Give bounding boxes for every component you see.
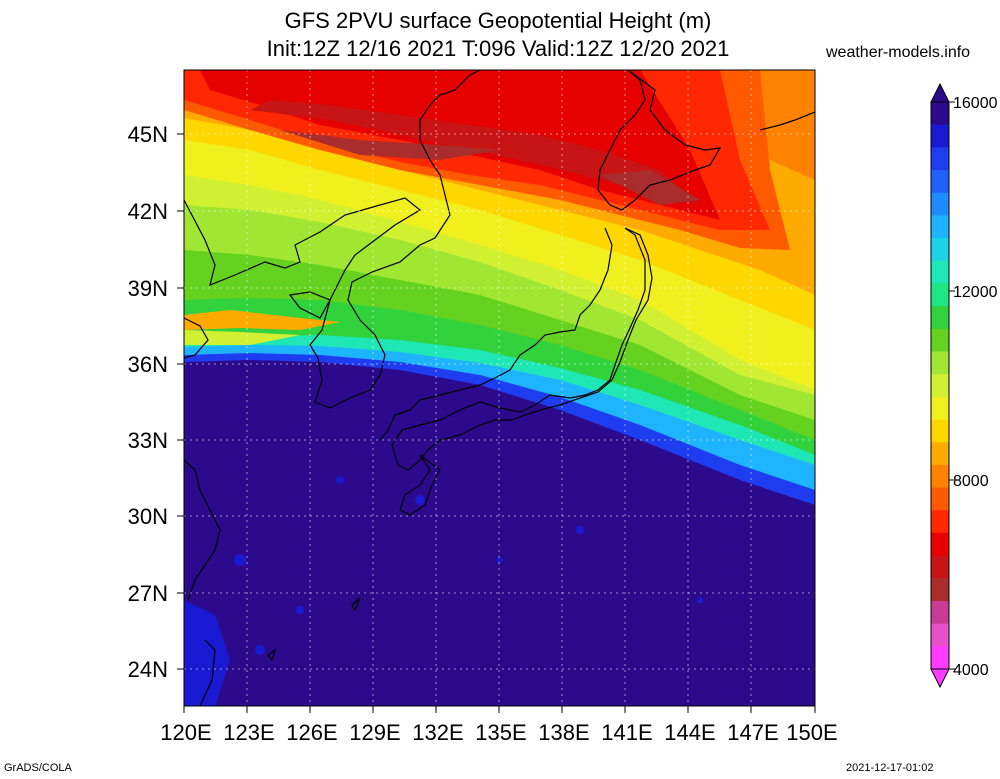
colorbar-segment: [931, 396, 949, 421]
colorbar-segment: [931, 464, 949, 489]
colorbar-top-arrow: [930, 82, 950, 103]
colorbar-segment: [931, 260, 949, 284]
colorbar-frame: [930, 101, 950, 670]
colorbar-segment: [931, 328, 949, 352]
footer-credit: GrADS/COLA: [4, 762, 72, 774]
lon-label: 132E: [412, 720, 463, 745]
lat-label: 24N: [128, 657, 168, 682]
colorbar-segment: [931, 147, 949, 171]
lon-label: 135E: [475, 720, 526, 745]
lon-label: 120E: [160, 720, 211, 745]
lat-label: 39N: [128, 276, 168, 301]
colorbar: 16000 12000 8000 4000: [930, 82, 998, 689]
map-subtitle: Init:12Z 12/16 2021 T:096 Valid:12Z 12/2…: [266, 36, 730, 61]
lon-label: 141E: [601, 720, 652, 745]
colorbar-segment: [931, 600, 949, 625]
colorbar-segment: [931, 192, 949, 216]
colorbar-segment: [931, 623, 949, 647]
colorbar-segment: [931, 170, 949, 194]
colorbar-segment: [931, 510, 949, 534]
lat-label: 30N: [128, 504, 168, 529]
colorbar-segment: [931, 124, 949, 148]
colorbar-segment: [931, 215, 949, 239]
lon-label: 138E: [538, 720, 589, 745]
colorbar-label: 8000: [953, 473, 989, 490]
lon-label: 126E: [286, 720, 337, 745]
height-field: [184, 70, 815, 706]
colorbar-segment: [931, 374, 949, 398]
graticule: [184, 70, 815, 706]
lon-label: 129E: [349, 720, 400, 745]
lat-label: 33N: [128, 428, 168, 453]
colorbar-segment: [931, 419, 949, 443]
colorbar-segment: [931, 283, 949, 307]
colorbar-segment: [931, 555, 949, 579]
colorbar-segment: [931, 442, 949, 466]
colorbar-segment: [931, 487, 949, 511]
site-label: weather-models.info: [826, 44, 971, 61]
coastlines: [184, 70, 815, 706]
lat-label: 36N: [128, 352, 168, 377]
map-title: GFS 2PVU surface Geopotential Height (m): [284, 8, 712, 33]
lon-label: 144E: [664, 720, 715, 745]
axis-ticks: [177, 133, 816, 713]
colorbar-segment: [931, 351, 949, 375]
colorbar-segment: [931, 646, 949, 670]
colorbar-segment: [931, 102, 949, 126]
colorbar-bottom-arrow: [930, 668, 950, 689]
colorbar-segment: [931, 578, 949, 602]
colorbar-segment: [931, 238, 949, 262]
lon-label: 150E: [786, 720, 837, 745]
colorbar-segments: [931, 102, 949, 670]
colorbar-label: 12000: [953, 284, 998, 301]
colorbar-label: 4000: [953, 662, 989, 679]
lat-label: 42N: [128, 199, 168, 224]
colorbar-segment: [931, 306, 949, 330]
lon-label: 123E: [223, 720, 274, 745]
lon-label: 147E: [727, 720, 778, 745]
colorbar-label: 16000: [953, 95, 998, 112]
colorbar-segment: [931, 532, 949, 557]
lat-label: 27N: [128, 581, 168, 606]
footer-timestamp: 2021-12-17-01:02: [846, 762, 934, 774]
lat-label: 45N: [128, 122, 168, 147]
